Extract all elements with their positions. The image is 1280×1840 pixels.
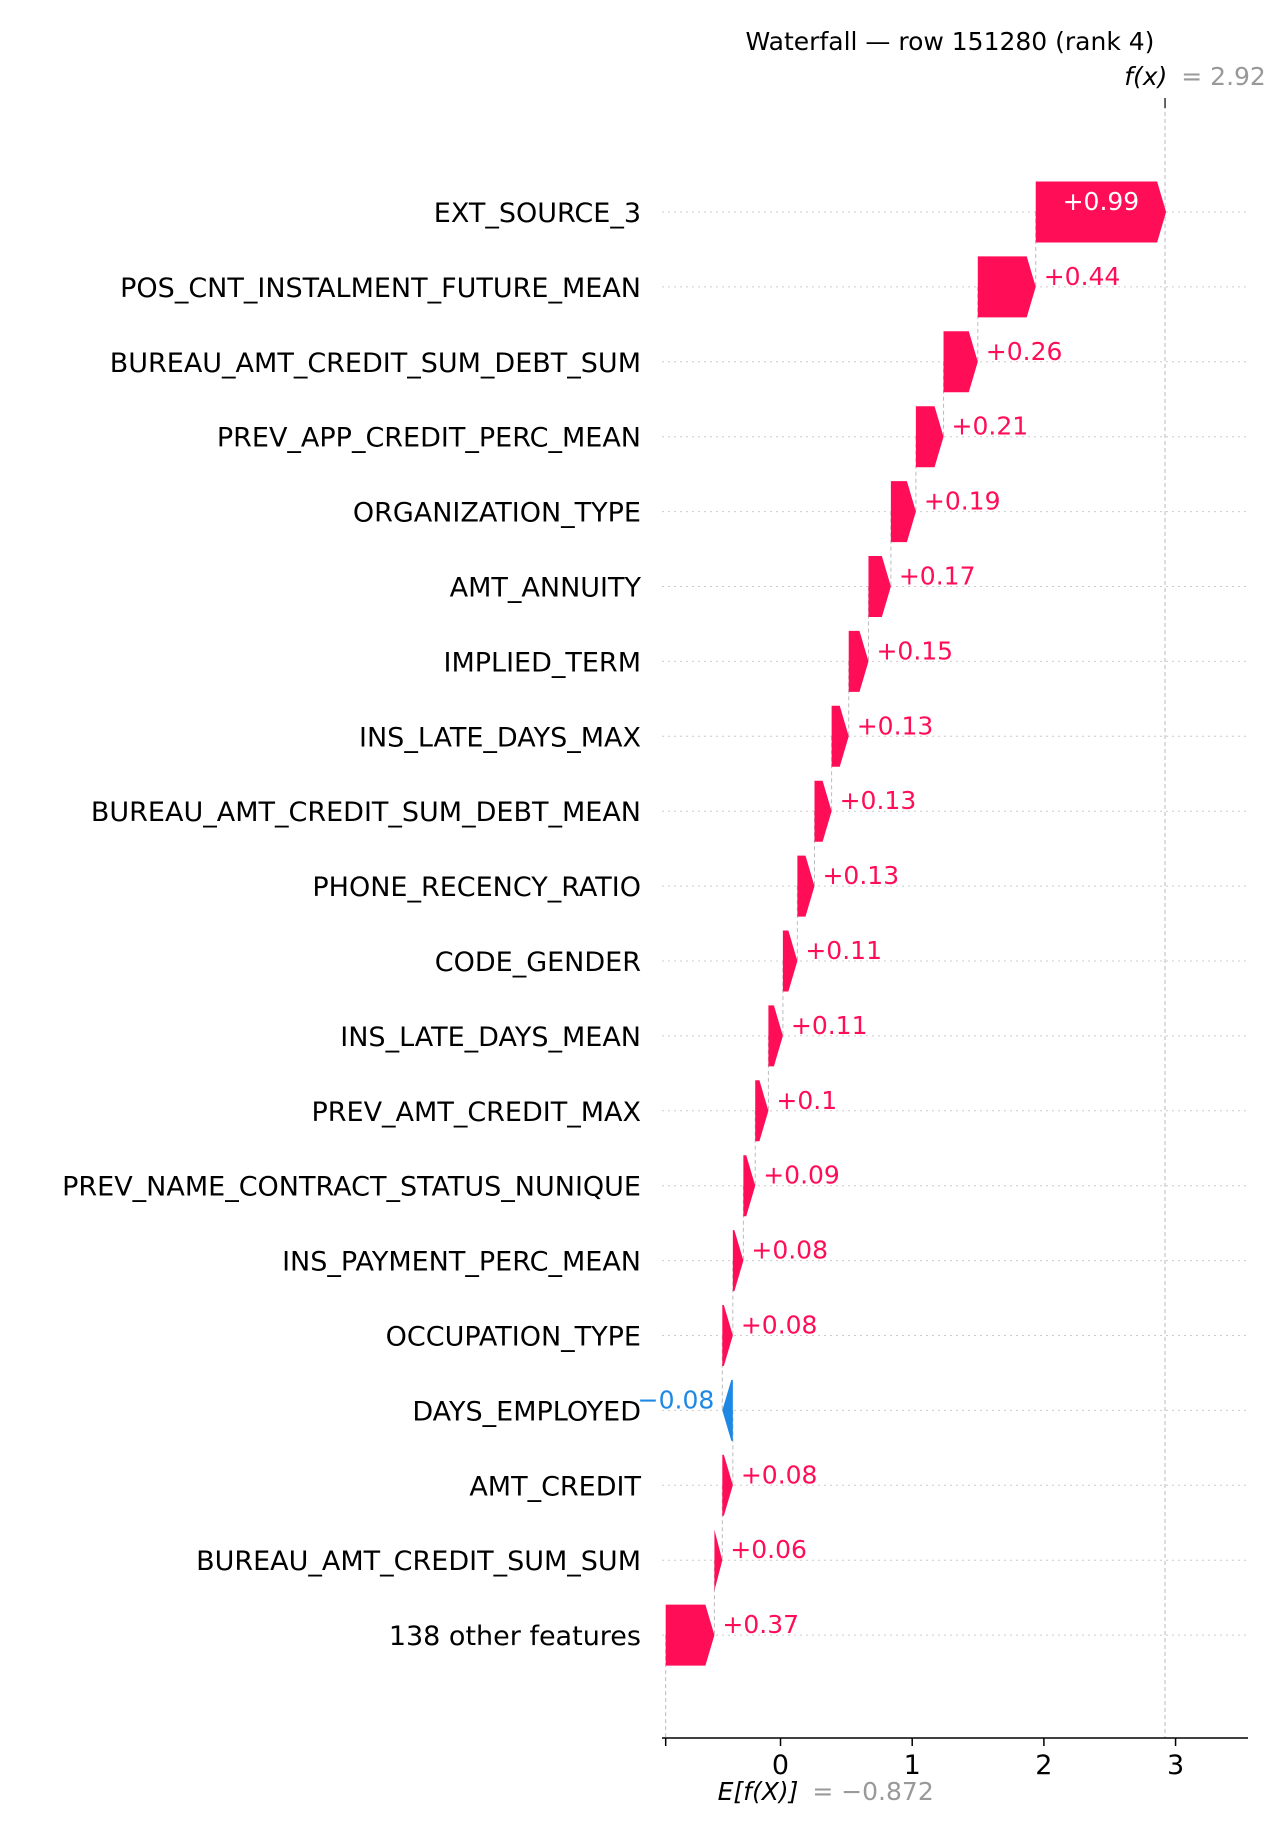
feature-name-label: PHONE_RECENCY_RATIO [312,872,641,903]
feature-name-label: POS_CNT_INSTALMENT_FUTURE_MEAN [120,273,641,304]
x-tick-label: 0 [772,1750,789,1781]
waterfall-bar [732,1230,744,1292]
feature-name-label: BUREAU_AMT_CREDIT_SUM_DEBT_MEAN [91,797,641,828]
waterfall-bar [743,1155,756,1217]
bar-value-label: +0.09 [763,1161,840,1190]
feature-name-label: AMT_ANNUITY [450,573,642,604]
base-label: E[f(X)] [718,1777,799,1806]
bar-value-label: +0.26 [986,337,1063,366]
fx-label: f(x) [1124,62,1167,91]
feature-name-label: PREV_NAME_CONTRACT_STATUS_NUNIQUE [62,1172,641,1203]
waterfall-bar [722,1305,733,1366]
waterfall-bar [831,705,849,767]
waterfall-bar [755,1080,769,1142]
fx-annotation: f(x) = 2.92 [1124,62,1266,91]
feature-name-label: ORGANIZATION_TYPE [353,498,641,529]
svg-text:f(x) = 2.92: f(x) = 2.92 [1124,62,1266,91]
bar-value-label: +0.06 [730,1535,807,1564]
x-tick-label: 3 [1167,1750,1184,1781]
feature-name-label: EXT_SOURCE_3 [434,198,641,229]
base-value: = −0.872 [812,1777,933,1806]
bar-value-label: +0.15 [876,636,953,665]
x-tick-label: 1 [904,1750,921,1781]
waterfall-bar [868,556,891,617]
bar-value-label: +0.44 [1044,262,1121,291]
waterfall-bar [943,331,978,393]
bar-value-label: +0.99 [1063,187,1140,216]
waterfall-bar [768,1005,783,1067]
bars: +0.99 +0.44 +0.26 +0.21 +0.19 +0.17 +0.15 +0.13… [638,181,1167,1666]
waterfall-bar [722,1454,733,1516]
bar-value-label: +0.13 [857,711,934,740]
feature-labels: EXT_SOURCE_3 POS_CNT_INSTALMENT_FUTURE_ME… [62,198,641,1652]
feature-name-label: BUREAU_AMT_CREDIT_SUM_DEBT_SUM [110,348,641,379]
bar-value-label: +0.19 [924,487,1001,516]
bar-value-label: +0.11 [805,936,882,965]
chart-title: Waterfall — row 151280 (rank 4) [746,27,1155,56]
fx-value: = 2.92 [1181,62,1266,91]
x-tick-label: 2 [1035,1750,1052,1781]
feature-name-label: CODE_GENDER [435,947,641,978]
bar-value-label: +0.08 [741,1460,818,1489]
waterfall-bar [890,481,916,543]
feature-name-label: PREV_AMT_CREDIT_MAX [311,1097,641,1128]
feature-name-label: INS_PAYMENT_PERC_MEAN [282,1247,641,1278]
bar-value-label: +0.17 [899,562,976,591]
feature-name-label: 138 other features [389,1621,641,1652]
waterfall-bar [782,930,798,992]
bar-value-label: +0.13 [822,861,899,890]
waterfall-bar [1035,181,1167,243]
bar-value-label: −0.08 [638,1385,715,1414]
feature-name-label: PREV_APP_CREDIT_PERC_MEAN [217,423,641,454]
feature-name-label: BUREAU_AMT_CREDIT_SUM_SUM [196,1546,641,1577]
waterfall-bar [977,256,1036,318]
feature-name-label: AMT_CREDIT [469,1471,641,1502]
waterfall-bar [714,1529,723,1591]
feature-name-label: INS_LATE_DAYS_MEAN [340,1022,641,1053]
waterfall-bar [797,855,815,917]
waterfall-bar [665,1604,715,1666]
waterfall-bar [848,630,869,692]
feature-name-label: OCCUPATION_TYPE [386,1322,641,1353]
bar-value-label: +0.21 [952,412,1029,441]
waterfall-bar [915,406,944,468]
svg-text:E[f(X)] = −0.872: E[f(X)] = −0.872 [718,1777,934,1806]
waterfall-bar [722,1379,733,1441]
bar-value-label: +0.1 [776,1086,837,1115]
feature-name-label: DAYS_EMPLOYED [412,1396,641,1427]
feature-name-label: INS_LATE_DAYS_MAX [359,722,641,753]
bar-value-label: +0.37 [722,1610,799,1639]
feature-name-label: IMPLIED_TERM [443,647,641,678]
bar-value-label: +0.08 [741,1311,818,1340]
connector-lines [665,98,1166,1738]
bar-value-label: +0.13 [840,786,917,815]
waterfall-bar [814,780,832,842]
base-annotation: E[f(X)] = −0.872 [718,1777,934,1806]
x-axis: 0 1 2 3 [662,1737,1248,1781]
bar-value-label: +0.11 [791,1011,868,1040]
bar-value-label: +0.08 [751,1236,828,1265]
